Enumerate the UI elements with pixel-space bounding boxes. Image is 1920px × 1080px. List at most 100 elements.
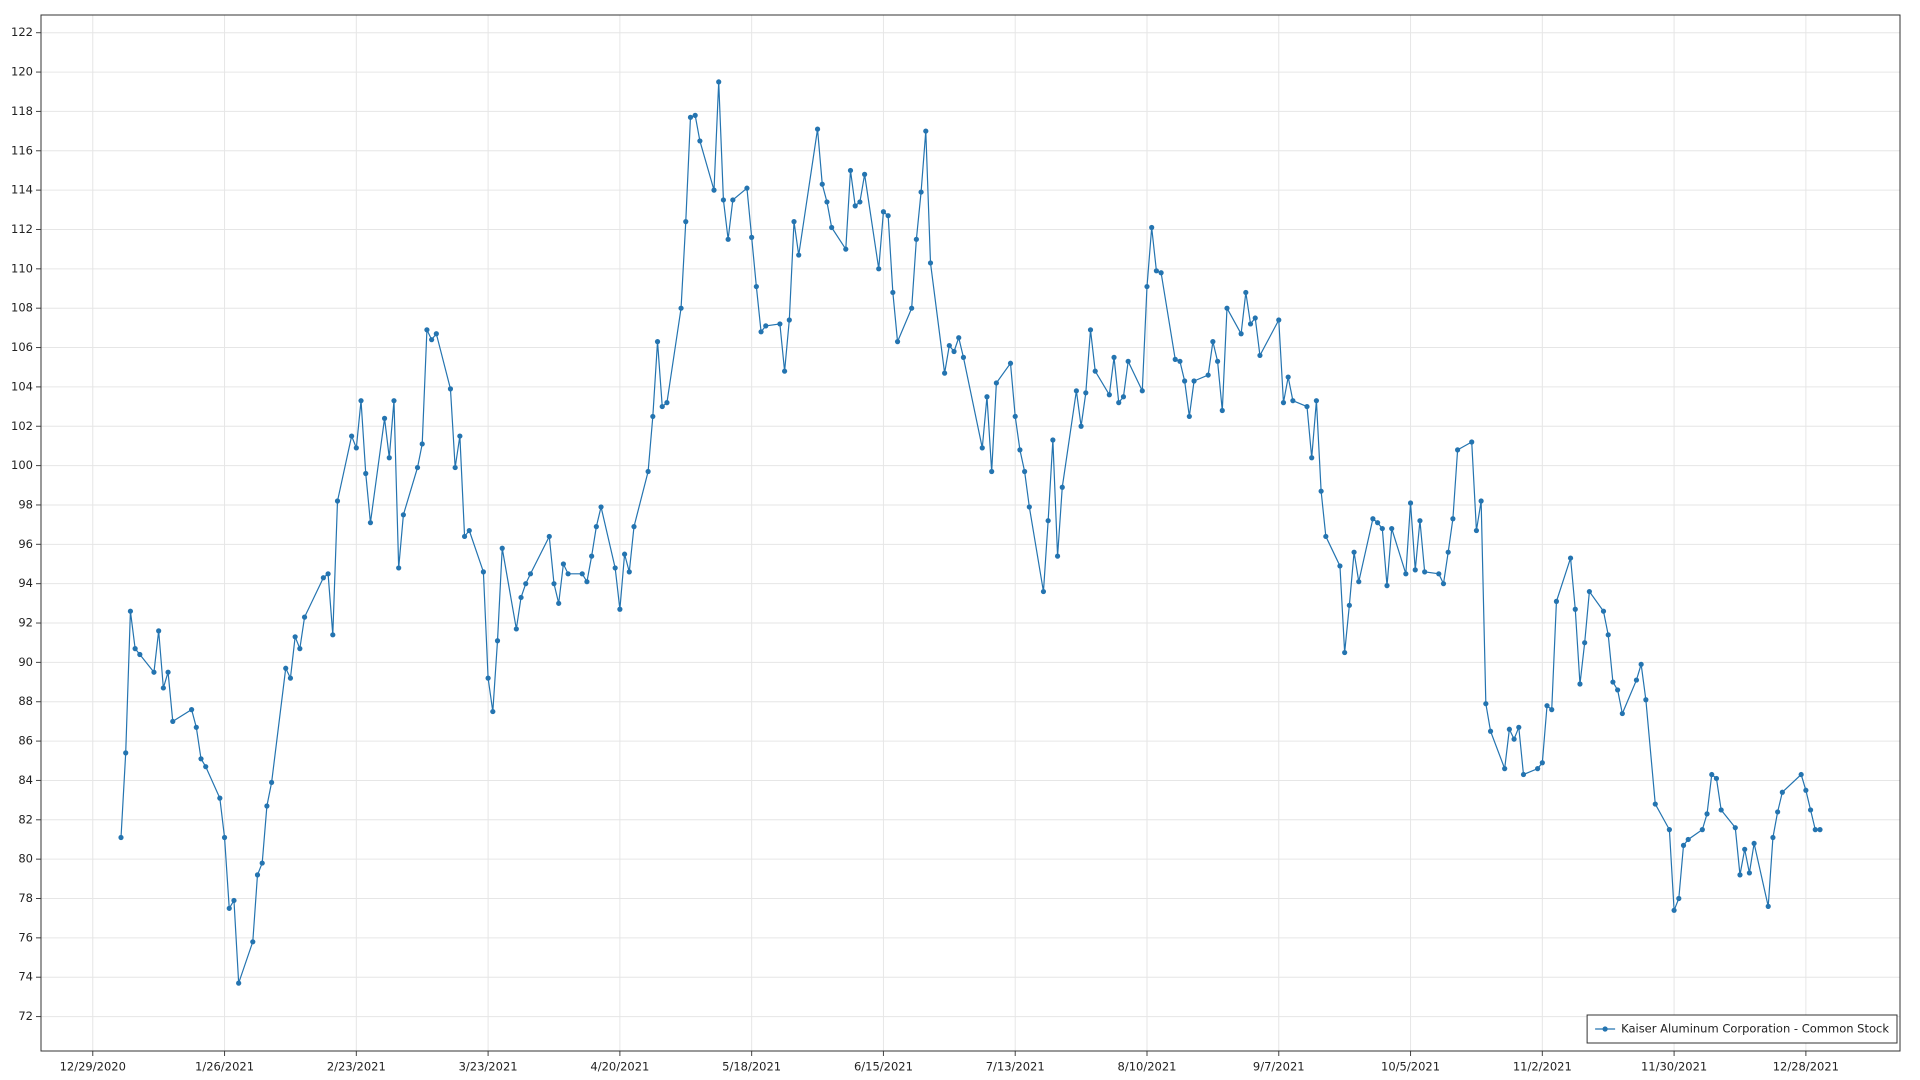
data-point	[269, 779, 275, 786]
data-point	[551, 581, 557, 587]
data-point	[1313, 398, 1320, 404]
data-point	[320, 575, 326, 581]
data-point	[593, 524, 599, 530]
data-point	[753, 283, 759, 290]
y-tick-label: 118	[11, 104, 33, 118]
data-point	[160, 685, 166, 691]
data-point	[942, 370, 948, 376]
data-point	[259, 860, 265, 866]
data-point	[349, 433, 355, 439]
data-point	[984, 394, 990, 400]
data-point	[480, 569, 486, 575]
y-tick-label: 120	[11, 65, 33, 79]
data-point	[1351, 549, 1357, 555]
data-point	[1153, 268, 1159, 274]
data-point	[819, 181, 825, 187]
data-point	[118, 834, 124, 841]
data-point	[1205, 372, 1211, 378]
data-point	[993, 380, 999, 386]
data-point	[1807, 807, 1814, 813]
data-point	[334, 498, 341, 504]
data-point	[1219, 407, 1225, 414]
x-tick-label: 2/23/2021	[327, 1060, 386, 1074]
x-tick-label: 1/26/2021	[195, 1060, 254, 1074]
data-point	[485, 675, 491, 681]
data-point	[1374, 520, 1381, 526]
data-point	[217, 795, 223, 801]
y-tick-label: 88	[18, 694, 33, 708]
data-point	[494, 638, 501, 644]
data-point	[1582, 640, 1588, 646]
data-point	[429, 337, 435, 343]
data-point	[749, 234, 755, 240]
data-point	[857, 199, 863, 205]
data-point	[1544, 703, 1550, 709]
data-point	[1370, 516, 1376, 522]
data-point	[264, 803, 270, 809]
data-point	[1506, 726, 1512, 732]
data-point	[1172, 356, 1178, 362]
data-point	[330, 632, 336, 638]
data-point	[1775, 809, 1781, 815]
data-point	[1125, 358, 1131, 364]
data-point	[730, 197, 736, 203]
data-point	[367, 520, 374, 526]
data-point	[1680, 842, 1687, 848]
data-point	[1779, 789, 1785, 795]
data-point	[1040, 588, 1047, 595]
x-tick-label: 10/5/2021	[1381, 1060, 1440, 1074]
y-tick-label: 106	[11, 340, 33, 354]
x-tick-label: 11/2/2021	[1513, 1060, 1572, 1074]
data-point	[1812, 827, 1818, 833]
data-point	[918, 189, 924, 195]
data-point	[1412, 567, 1418, 573]
data-point	[132, 646, 138, 652]
data-point	[876, 266, 882, 272]
data-point	[466, 527, 472, 534]
data-point	[203, 764, 209, 770]
data-point	[221, 834, 228, 841]
data-point	[1276, 317, 1282, 323]
data-point	[584, 579, 590, 585]
data-point	[1704, 811, 1710, 817]
data-point	[1026, 504, 1032, 510]
x-tick-label: 7/13/2021	[986, 1060, 1045, 1074]
data-point	[683, 219, 689, 225]
legend-marker	[1602, 1026, 1608, 1032]
data-point	[1247, 321, 1254, 327]
data-point	[292, 634, 298, 640]
data-point	[1083, 390, 1089, 396]
data-point	[1742, 846, 1748, 852]
data-point	[1106, 392, 1112, 398]
data-point	[1022, 468, 1028, 475]
data-point	[909, 305, 915, 311]
y-tick-label: 104	[11, 379, 33, 393]
data-point	[1092, 368, 1098, 374]
data-point	[1116, 400, 1122, 406]
data-point	[687, 114, 694, 120]
data-point	[358, 398, 364, 404]
data-point	[617, 606, 623, 612]
data-point	[1050, 437, 1056, 443]
data-point	[589, 553, 595, 559]
x-tick-label: 6/15/2021	[854, 1060, 913, 1074]
data-point	[1577, 681, 1583, 687]
data-point	[1224, 305, 1230, 311]
data-point	[353, 445, 359, 451]
data-point	[170, 718, 176, 725]
data-point	[843, 246, 849, 252]
data-point	[1285, 374, 1291, 380]
x-tick-label: 8/10/2021	[1118, 1060, 1177, 1074]
data-point	[452, 464, 458, 471]
data-point	[363, 470, 369, 477]
data-point	[678, 305, 684, 311]
data-point	[1445, 549, 1451, 555]
x-tick-label: 3/23/2021	[459, 1060, 518, 1074]
data-point	[1666, 827, 1672, 833]
data-point	[979, 445, 985, 451]
data-point	[325, 571, 331, 577]
data-point	[1487, 728, 1494, 734]
data-point	[165, 669, 171, 675]
data-point	[824, 199, 830, 205]
